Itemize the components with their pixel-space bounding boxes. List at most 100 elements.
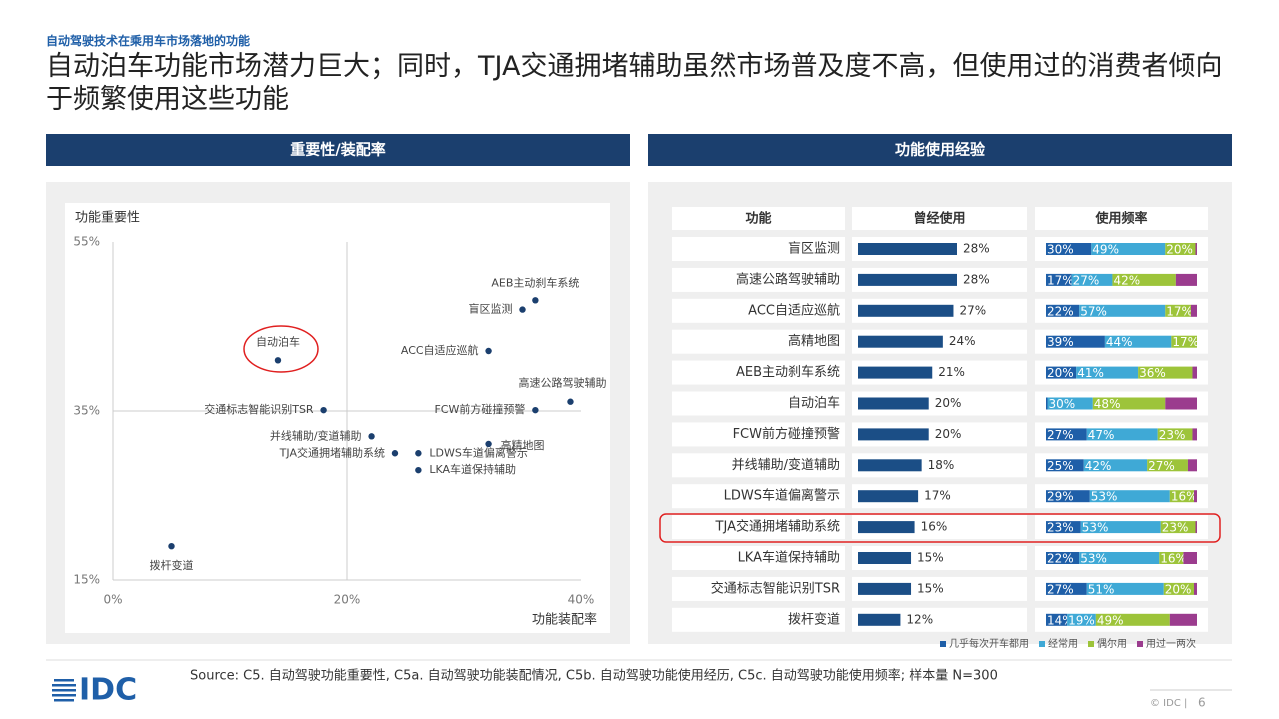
y-tick-label: 15% bbox=[73, 573, 100, 587]
segment-label: 27% bbox=[1148, 459, 1175, 473]
segment-label: 23% bbox=[1159, 428, 1186, 442]
segment-label: 30% bbox=[1049, 397, 1076, 411]
value-label: 12% bbox=[906, 612, 933, 626]
legend-label: 偶尔用 bbox=[1097, 637, 1127, 650]
segment bbox=[1046, 397, 1048, 410]
segment bbox=[1071, 273, 1113, 286]
segment-label: 51% bbox=[1088, 582, 1115, 596]
row-bg bbox=[672, 360, 845, 385]
point-label: ACC自适应巡航 bbox=[401, 343, 479, 357]
segment-label: 47% bbox=[1088, 428, 1115, 442]
segment bbox=[1083, 459, 1148, 472]
point bbox=[485, 347, 492, 355]
bar bbox=[858, 335, 943, 348]
segment-label: 16% bbox=[1171, 490, 1198, 504]
segment bbox=[1080, 521, 1161, 534]
legend-label: 经常用 bbox=[1048, 637, 1078, 650]
segment bbox=[1091, 243, 1166, 255]
category-label: FCW前方碰撞预警 bbox=[733, 426, 840, 442]
category-label: 并线辅助/变道辅助 bbox=[732, 457, 840, 473]
bar bbox=[858, 304, 954, 317]
legend-label: 用过一两次 bbox=[1146, 637, 1196, 650]
bar bbox=[858, 273, 957, 286]
segment-label: 22% bbox=[1047, 304, 1074, 318]
logo: IDC bbox=[79, 673, 137, 708]
segment bbox=[1192, 428, 1197, 441]
segment-label: 36% bbox=[1139, 366, 1166, 380]
segment-label: 16% bbox=[1160, 552, 1187, 566]
segment bbox=[1112, 273, 1176, 286]
bar bbox=[858, 428, 929, 441]
point bbox=[532, 406, 539, 414]
segment bbox=[1192, 366, 1197, 379]
point bbox=[567, 398, 574, 405]
category-label: LDWS车道偏离警示 bbox=[724, 488, 840, 504]
bar bbox=[858, 459, 922, 472]
slide-title: 自动泊车功能市场潜力巨大；同时，TJA交通拥堵辅助虽然市场普及度不高，但使用过的… bbox=[46, 51, 1223, 115]
segment-label: 23% bbox=[1162, 521, 1189, 535]
segment bbox=[1046, 273, 1072, 286]
segment bbox=[1104, 335, 1172, 348]
value-label: 15% bbox=[917, 581, 944, 595]
point bbox=[320, 406, 327, 414]
segment bbox=[1089, 490, 1170, 503]
segment bbox=[1079, 552, 1160, 564]
segment bbox=[1046, 582, 1087, 595]
column-header-bg bbox=[1035, 207, 1208, 230]
segment bbox=[1165, 304, 1191, 317]
segment bbox=[1183, 552, 1197, 564]
row-bg bbox=[672, 329, 845, 354]
bar bbox=[858, 582, 912, 595]
segment bbox=[1157, 428, 1193, 441]
point-label: 高速公路驾驶辅助 bbox=[518, 376, 606, 390]
segment bbox=[1195, 521, 1197, 534]
point-label: LKA车道保持辅助 bbox=[429, 462, 516, 476]
point bbox=[485, 440, 492, 448]
segment-label: 42% bbox=[1113, 273, 1140, 287]
point-label: 交通标志智能识别TSR bbox=[204, 402, 314, 416]
category-label: 高精地图 bbox=[788, 333, 840, 349]
x-tick-label: 40% bbox=[568, 593, 595, 607]
row-bg bbox=[672, 515, 845, 540]
segment-label: 29% bbox=[1047, 490, 1074, 504]
page-number: 6 bbox=[1198, 696, 1206, 710]
legend-swatch bbox=[1088, 641, 1094, 647]
segment-label: 44% bbox=[1106, 335, 1133, 349]
bar bbox=[858, 243, 957, 255]
source: Source: C5. 自动驾驶功能重要性, C5a. 自动驾驶功能装配情况, … bbox=[190, 668, 998, 684]
point-label: 并线辅助/变道辅助 bbox=[270, 428, 362, 442]
x-tick-label: 0% bbox=[103, 593, 122, 607]
category-label: 高速公路驾驶辅助 bbox=[736, 271, 840, 287]
segment bbox=[1159, 552, 1184, 564]
segment-label: 23% bbox=[1047, 521, 1074, 535]
category-label: ACC自适应巡航 bbox=[748, 302, 840, 318]
panel-header bbox=[46, 134, 630, 166]
segment bbox=[1165, 243, 1196, 255]
segment bbox=[1193, 582, 1197, 595]
segment bbox=[1067, 613, 1096, 626]
value-label: 20% bbox=[935, 427, 962, 441]
row-bg bbox=[672, 267, 845, 292]
row-bg bbox=[672, 576, 845, 601]
point bbox=[519, 306, 526, 313]
row-bg bbox=[672, 422, 845, 447]
legend-swatch bbox=[940, 641, 946, 647]
segment-label: 27% bbox=[1047, 428, 1074, 442]
highlight bbox=[243, 325, 319, 373]
segment bbox=[1086, 582, 1164, 595]
segment bbox=[1046, 521, 1081, 534]
value-label: 28% bbox=[963, 242, 990, 256]
segment bbox=[1046, 335, 1105, 348]
y-tick-label: 35% bbox=[73, 404, 100, 418]
segment-label: 20% bbox=[1165, 582, 1192, 596]
segment-label: 48% bbox=[1094, 397, 1121, 411]
point-label: FCW前方碰撞预警 bbox=[434, 402, 525, 416]
bar bbox=[858, 613, 901, 626]
row-bg bbox=[672, 484, 845, 509]
point bbox=[532, 297, 539, 304]
panel-title: 重要性/装配率 bbox=[290, 141, 385, 159]
segment bbox=[1046, 490, 1090, 503]
segment-label: 17% bbox=[1166, 304, 1193, 318]
